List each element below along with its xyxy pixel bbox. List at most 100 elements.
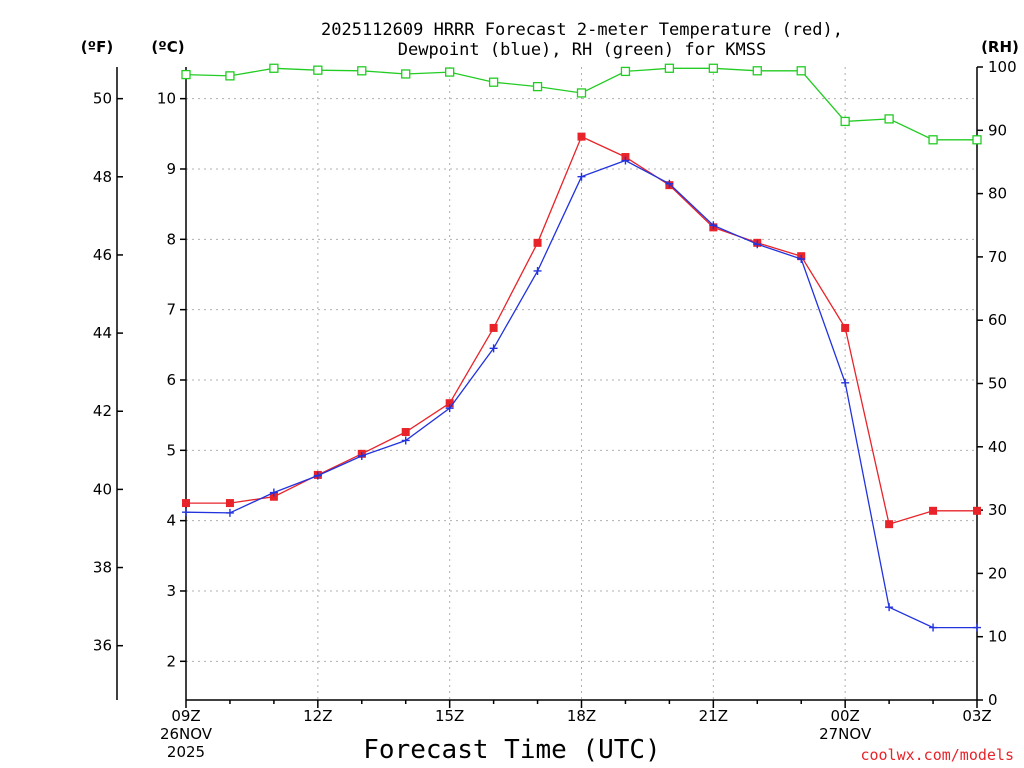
- rh-data-point: [181, 69, 191, 80]
- temperature-data-point: [445, 399, 454, 408]
- rh-tick-label: 90: [988, 121, 1007, 139]
- temperature-data-point: [269, 492, 278, 501]
- rh-tick-label: 20: [988, 564, 1007, 582]
- rh-tick-label: 80: [988, 185, 1007, 203]
- dewpoint-data-point: [665, 179, 674, 188]
- dewpoint-data-point: [885, 603, 894, 612]
- rh-tick-label: 50: [988, 375, 1007, 393]
- fahrenheit-tick-label: 38: [93, 559, 112, 577]
- temperature-data-point: [489, 323, 498, 332]
- tick-labels: 2 3 4 5 6 7 8 9 10 36 38 40 42 44 46 48 50 0 10 20 30 40 50 60 7…: [93, 58, 1017, 761]
- rh-data-point: [532, 81, 543, 92]
- rh-data-point: [708, 63, 718, 73]
- temperature-data-point: [533, 238, 542, 247]
- fahrenheit-tick-label: 44: [93, 324, 112, 342]
- x-tick-label: 03Z: [962, 707, 991, 725]
- dewpoint-data-point: [445, 404, 454, 413]
- x-tick-label: 15Z: [435, 707, 464, 725]
- axes: [116, 66, 983, 708]
- rh-data-point: [445, 67, 455, 77]
- rh-data-point: [972, 135, 982, 145]
- x-tick-label: 12Z: [303, 707, 332, 725]
- fahrenheit-tick-label: 40: [93, 480, 112, 498]
- rh-data-point: [357, 66, 367, 76]
- rh-data-point: [313, 65, 323, 75]
- rh-tick-label: 10: [988, 628, 1007, 646]
- dewpoint-data-point: [313, 471, 322, 480]
- chart-title-line1: 2025112609 HRRR Forecast 2-meter Tempera…: [321, 20, 843, 40]
- rh-tick-label: 70: [988, 248, 1007, 266]
- x-tick-label: 00Z: [830, 707, 859, 725]
- temperature-data-point: [841, 323, 850, 332]
- fahrenheit-tick-label: 42: [93, 402, 112, 420]
- x-tick-date-label: 26NOV: [160, 725, 213, 743]
- celsius-unit-label: (ºC): [151, 38, 184, 56]
- rh-tick-label: 0: [988, 691, 998, 709]
- rh-data-point: [620, 66, 631, 77]
- x-tick-year-label: 2025: [167, 743, 205, 761]
- rh-data-point: [796, 66, 806, 76]
- temperature-data-point: [973, 506, 981, 515]
- dewpoint-data-point: [841, 378, 850, 387]
- data-series: [181, 63, 982, 632]
- dewpoint-data-point: [973, 623, 981, 632]
- celsius-tick-label: 4: [166, 512, 176, 530]
- rh-tick-label: 30: [988, 501, 1007, 519]
- dewpoint-data-point: [797, 255, 806, 264]
- celsius-tick-label: 6: [166, 371, 176, 389]
- x-tick-label: 09Z: [171, 707, 200, 725]
- celsius-tick-label: 9: [166, 160, 176, 178]
- grid-lines: [186, 67, 977, 700]
- temperature-data-point: [225, 499, 234, 508]
- temperature-data-point: [885, 520, 894, 529]
- dewpoint-data-point: [182, 508, 190, 517]
- chart-title-line2: Dewpoint (blue), RH (green) for KMSS: [398, 40, 766, 60]
- rh-data-point: [752, 66, 762, 76]
- rh-tick-label: 40: [988, 438, 1007, 456]
- dewpoint-data-point: [269, 488, 278, 497]
- dewpoint-data-point: [753, 240, 762, 249]
- dewpoint-data-point: [357, 451, 366, 460]
- x-tick-label: 21Z: [699, 707, 728, 725]
- temperature-data-point: [401, 428, 410, 437]
- celsius-tick-label: 3: [166, 582, 176, 600]
- dewpoint-data-point: [533, 266, 542, 275]
- dewpoint-data-point: [401, 436, 410, 445]
- rh-data-point: [928, 135, 938, 145]
- celsius-tick-label: 5: [166, 441, 176, 459]
- fahrenheit-tick-label: 48: [93, 168, 112, 186]
- dewpoint-data-point: [621, 156, 630, 165]
- temperature-data-point: [577, 132, 586, 141]
- dewpoint-data-point: [225, 508, 234, 517]
- rh-data-point: [884, 114, 894, 124]
- rh-data-point: [576, 88, 587, 98]
- dewpoint-data-point: [577, 172, 586, 181]
- fahrenheit-tick-label: 36: [93, 637, 112, 655]
- temperature-data-point: [929, 506, 938, 515]
- x-tick-label: 18Z: [567, 707, 596, 725]
- x-axis-title: Forecast Time (UTC): [363, 735, 660, 765]
- celsius-tick-label: 10: [157, 90, 176, 108]
- celsius-tick-label: 2: [166, 652, 176, 670]
- dewpoint-data-point: [489, 344, 498, 353]
- rh-data-point: [401, 69, 411, 79]
- dewpoint-data-point: [709, 221, 718, 230]
- rh-unit-label: (RH): [981, 38, 1019, 56]
- rh-data-point: [664, 63, 675, 73]
- rh-tick-label: 100: [988, 58, 1017, 76]
- rh-data-point: [488, 77, 499, 87]
- celsius-tick-label: 7: [166, 301, 176, 319]
- dewpoint-data-point: [929, 623, 938, 632]
- celsius-tick-label: 8: [166, 230, 176, 248]
- rh-data-point: [269, 63, 279, 73]
- fahrenheit-tick-label: 46: [93, 246, 112, 264]
- rh-data-point: [840, 116, 850, 127]
- fahrenheit-tick-label: 50: [93, 90, 112, 108]
- temperature-data-point: [182, 499, 190, 508]
- fahrenheit-unit-label: (ºF): [81, 38, 113, 56]
- x-tick-date-label: 27NOV: [819, 725, 872, 743]
- rh-tick-label: 60: [988, 311, 1007, 329]
- credit-text: coolwx.com/models: [860, 746, 1014, 764]
- rh-data-point: [225, 71, 235, 81]
